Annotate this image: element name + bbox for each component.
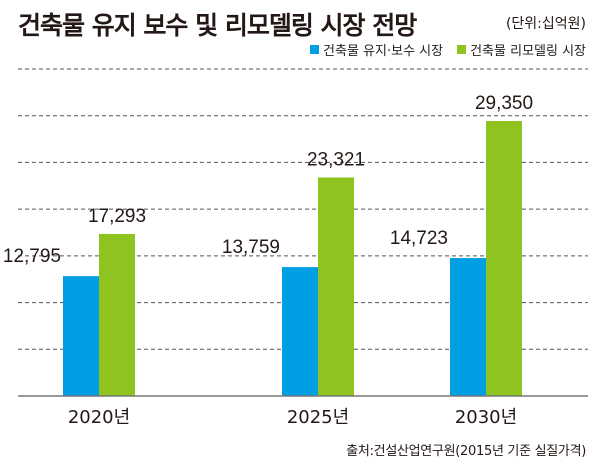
- bar-remodeling: [99, 233, 135, 396]
- legend-swatch-remodeling: [457, 45, 467, 54]
- legend-swatch-maintenance: [310, 45, 320, 54]
- data-label: 14,723: [390, 228, 448, 249]
- bars: [63, 121, 522, 396]
- source-note: 출처:건설산업연구원(2015년 기준 실질가격): [346, 444, 586, 459]
- bar-maintenance: [63, 276, 99, 396]
- x-axis: 2020년 2025년 2030년: [18, 395, 588, 428]
- x-tick-label: 2025년: [287, 407, 349, 428]
- bar-maintenance: [450, 258, 486, 396]
- x-tick-label: 2030년: [455, 407, 517, 428]
- legend-label-remodeling: 건축물 리모델링 시장: [470, 44, 586, 59]
- chart-title: 건축물 유지 보수 및 리모델링 시장 전망: [18, 11, 417, 40]
- bar-remodeling: [486, 121, 522, 396]
- data-label: 13,759: [222, 237, 280, 258]
- data-label: 29,350: [475, 93, 533, 114]
- bar-remodeling: [318, 177, 354, 396]
- data-label: 12,795: [3, 246, 61, 267]
- legend-label-maintenance: 건축물 유지·보수 시장: [323, 44, 444, 59]
- legend: 건축물 유지·보수 시장 건축물 리모델링 시장: [310, 40, 586, 59]
- data-labels: 12,795 17,293 13,759 23,321 14,723 29,350: [3, 93, 533, 267]
- x-tick-label: 2020년: [68, 407, 130, 428]
- bar-maintenance: [282, 267, 318, 396]
- data-label: 17,293: [88, 206, 146, 227]
- legend-item-remodeling: 건축물 리모델링 시장: [457, 40, 586, 59]
- data-label: 23,321: [307, 149, 365, 170]
- legend-item-maintenance: 건축물 유지·보수 시장: [310, 40, 443, 59]
- unit-label: (단위:십억원): [505, 16, 586, 32]
